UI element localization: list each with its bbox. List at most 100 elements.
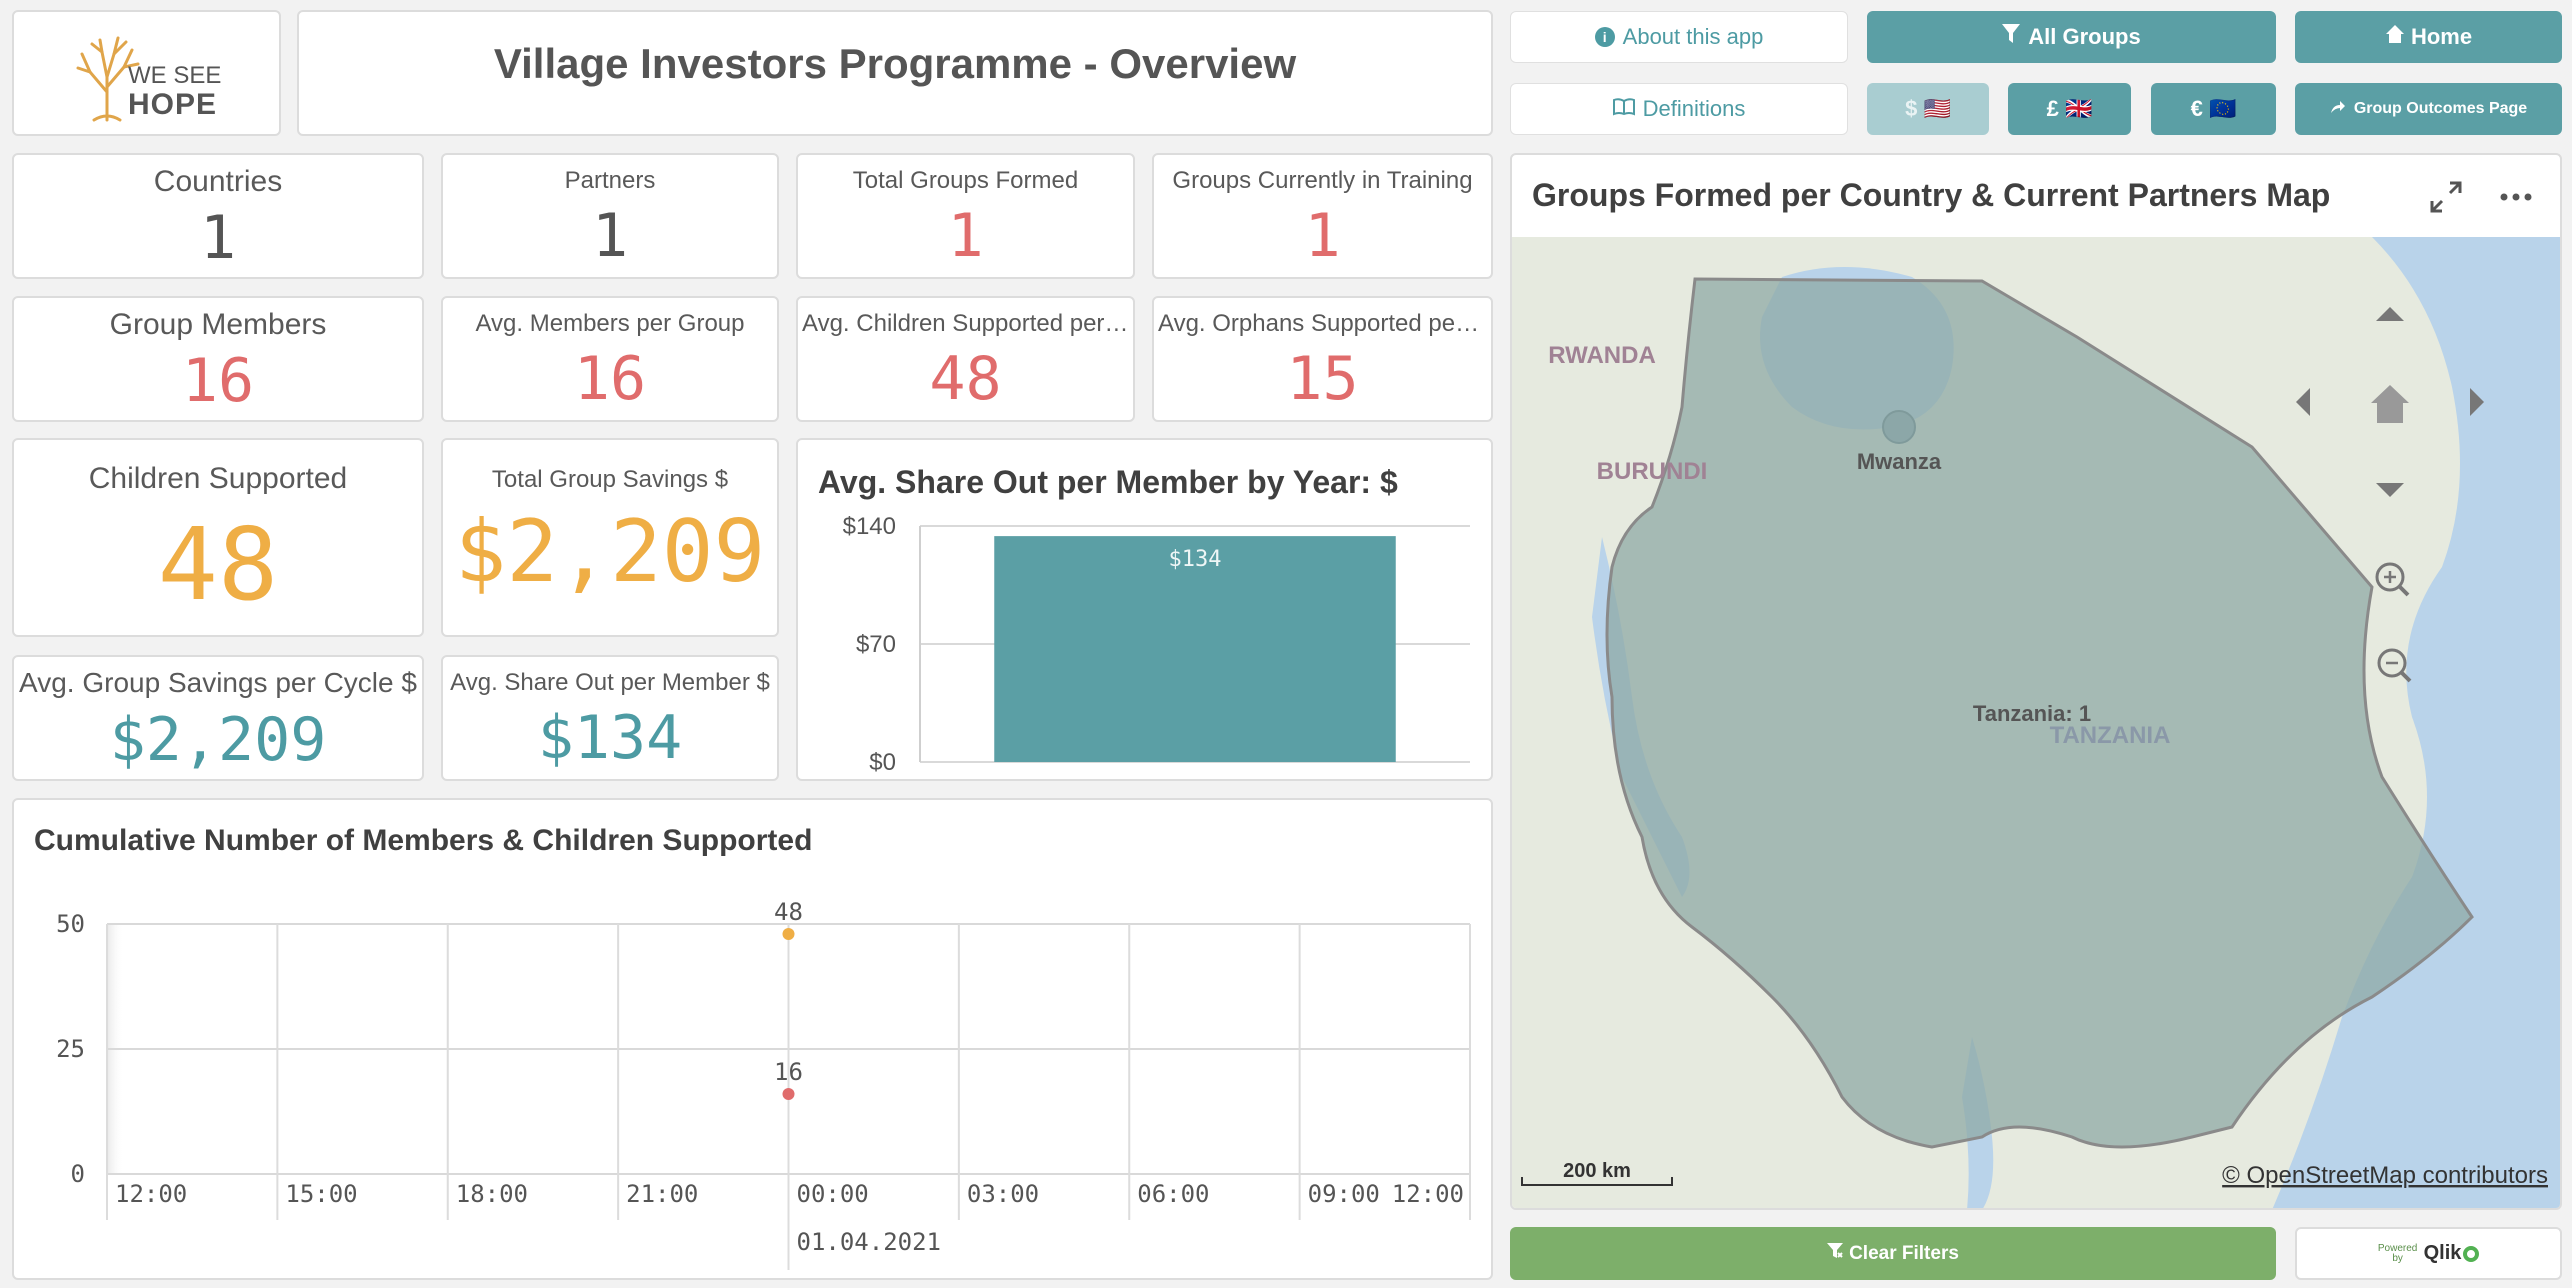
logo-card: WE SEE HOPE — [12, 10, 281, 136]
kpi-avg-group-savings-cycle[interactable]: Avg. Group Savings per Cycle $ $2,209 — [12, 655, 424, 781]
pan-down-icon[interactable] — [2376, 483, 2404, 497]
zoom-in-icon[interactable] — [2375, 562, 2410, 597]
usd-label: $ 🇺🇸 — [1905, 96, 1951, 121]
share-arrow-icon — [2330, 100, 2346, 119]
line-chart-points: 48 16 — [774, 898, 803, 1100]
line-x-tick-label: 21:00 — [626, 1180, 698, 1208]
share-out-bar-chart-card[interactable]: Avg. Share Out per Member by Year: $ $0 $… — [796, 438, 1493, 781]
kpi-group-members[interactable]: Group Members 16 — [12, 296, 424, 422]
data-point-label: 16 — [774, 1058, 803, 1086]
tanzania-region[interactable] — [1605, 277, 2474, 1149]
data-point-label: 48 — [774, 898, 803, 926]
bar-chart-bars: $134 — [994, 536, 1396, 762]
kpi-avg-members-per-group[interactable]: Avg. Members per Group 16 — [441, 296, 779, 422]
line-chart-x-axis: 12:00 15:00 18:00 21:00 00:00 03:00 06:00 09:00… — [115, 1180, 1464, 1256]
kpi-total-group-savings[interactable]: Total Group Savings $ $2,209 — [441, 438, 779, 637]
line-x-date-label: 01.04.2021 — [797, 1228, 942, 1256]
currency-usd-button[interactable]: $ 🇺🇸 — [1867, 83, 1989, 135]
clear-filter-icon — [1827, 1242, 1844, 1265]
clear-filters-label: Clear Filters — [1849, 1242, 1959, 1264]
kpi-avg-orphans-per-group-value: 15 — [1286, 344, 1359, 414]
kpi-children-supported-label: Children Supported — [88, 462, 348, 495]
kpi-children-supported[interactable]: Children Supported 48 — [12, 438, 424, 637]
line-x-tick-label: 09:00 — [1308, 1180, 1380, 1208]
currency-eur-button[interactable]: € 🇪🇺 — [2151, 83, 2276, 135]
pan-right-icon[interactable] — [2470, 388, 2484, 416]
kpi-group-members-label: Group Members — [109, 308, 327, 341]
powered-by-text: Powered by — [2377, 1242, 2418, 1264]
kpi-avg-children-per-group-label: Avg. Children Supported per G... — [802, 310, 1133, 337]
logo-text-line1: WE SEE — [128, 62, 222, 89]
home-label: Home — [2410, 24, 2473, 49]
kpi-countries-label: Countries — [153, 165, 283, 198]
powered-by-qlik[interactable]: Powered by Qlik — [2295, 1227, 2562, 1280]
kpi-avg-share-out-member[interactable]: Avg. Share Out per Member $ $134 — [441, 655, 779, 781]
kpi-groups-in-training-label: Groups Currently in Training — [1172, 167, 1473, 194]
info-icon: i — [1594, 27, 1615, 47]
tree-logo-icon — [76, 36, 140, 122]
kpi-children-supported-value: 48 — [157, 506, 279, 623]
kpi-avg-orphans-per-group[interactable]: Avg. Orphans Supported per ... 15 — [1152, 296, 1493, 422]
filter-icon — [2002, 24, 2021, 50]
pan-up-icon[interactable] — [2376, 307, 2404, 321]
group-outcomes-button[interactable]: Group Outcomes Page — [2295, 83, 2562, 135]
bar[interactable] — [994, 536, 1396, 762]
line-x-tick-label: 00:00 — [797, 1180, 869, 1208]
kpi-total-groups-formed-value: 1 — [947, 201, 984, 271]
definitions-button[interactable]: Definitions — [1510, 83, 1848, 135]
kpi-avg-share-out-member-label: Avg. Share Out per Member $ — [450, 669, 770, 696]
line-chart-title: Cumulative Number of Members & Children … — [34, 824, 813, 857]
qlik-logo-icon — [2463, 1245, 2480, 1262]
bar-y-tick-label: $140 — [843, 513, 896, 540]
line-x-tick-label: 12:00 — [115, 1180, 187, 1208]
all-groups-button[interactable]: All Groups — [1867, 11, 2276, 63]
more-options-icon[interactable] — [2498, 179, 2534, 215]
map-label-rwanda: RWANDA — [1548, 342, 1656, 369]
cumulative-chart-card[interactable]: Cumulative Number of Members & Children … — [12, 798, 1493, 1280]
home-button[interactable]: Home — [2295, 11, 2562, 63]
definitions-label: Definitions — [1642, 96, 1746, 121]
kpi-groups-in-training-value: 1 — [1304, 201, 1341, 271]
cumulative-chart: 0 25 50 12:00 15:00 18:00 21:00 00:00 03:00 06:0… — [56, 898, 1471, 1270]
kpi-total-groups-formed[interactable]: Total Groups Formed 1 — [796, 153, 1135, 279]
line-x-tick-label: 15:00 — [285, 1180, 357, 1208]
kpi-partners[interactable]: Partners 1 — [441, 153, 779, 279]
kpi-avg-share-out-member-value: $134 — [537, 703, 683, 773]
line-x-tick-label: 18:00 — [456, 1180, 528, 1208]
clear-filters-button[interactable]: Clear Filters — [1510, 1227, 2276, 1280]
map-canvas[interactable]: Mwanza RWANDA BURUNDI Tanzania: 1 TANZAN… — [1512, 237, 2560, 1210]
map-card[interactable]: Groups Formed per Country & Current Part… — [1510, 153, 2562, 1210]
kpi-avg-children-per-group-value: 48 — [929, 344, 1002, 414]
gbp-label: £ 🇬🇧 — [2046, 96, 2093, 121]
reset-home-icon[interactable] — [2371, 385, 2409, 423]
currency-gbp-button[interactable]: £ 🇬🇧 — [2008, 83, 2131, 135]
mwanza-marker[interactable] — [1882, 410, 1916, 444]
home-icon — [2385, 24, 2405, 50]
qlik-logo-text: Qlik — [2423, 1242, 2462, 1264]
line-y-tick-label: 0 — [71, 1160, 85, 1188]
kpi-avg-group-savings-cycle-label: Avg. Group Savings per Cycle $ — [19, 667, 417, 698]
kpi-partners-value: 1 — [591, 201, 629, 271]
expand-icon[interactable] — [2428, 179, 2464, 215]
kpi-avg-group-savings-cycle-value: $2,209 — [109, 705, 327, 775]
kpi-partners-label: Partners — [564, 167, 656, 194]
scale-bar — [1521, 1177, 1673, 1186]
data-point[interactable] — [782, 928, 795, 940]
kpi-countries[interactable]: Countries 1 — [12, 153, 424, 279]
zoom-out-icon[interactable] — [2377, 648, 2412, 683]
data-point[interactable] — [782, 1088, 795, 1100]
group-outcomes-label: Group Outcomes Page — [2353, 100, 2528, 117]
kpi-total-group-savings-value: $2,209 — [454, 502, 766, 602]
line-x-tick-label: 03:00 — [967, 1180, 1039, 1208]
kpi-total-groups-formed-label: Total Groups Formed — [852, 167, 1079, 194]
map-label-burundi: BURUNDI — [1597, 458, 1708, 485]
about-app-button[interactable]: i About this app — [1510, 11, 1848, 63]
line-y-tick-label: 50 — [56, 910, 85, 938]
title-card: Village Investors Programme - Overview — [297, 10, 1493, 136]
kpi-avg-children-per-group[interactable]: Avg. Children Supported per G... 48 — [796, 296, 1135, 422]
line-chart-y-axis: 0 25 50 — [56, 910, 85, 1188]
pan-left-icon[interactable] — [2296, 388, 2310, 416]
map-attribution[interactable]: © OpenStreetMap contributors — [2222, 1162, 2548, 1189]
line-x-tick-label: 12:00 — [1392, 1180, 1464, 1208]
kpi-groups-in-training[interactable]: Groups Currently in Training 1 — [1152, 153, 1493, 279]
